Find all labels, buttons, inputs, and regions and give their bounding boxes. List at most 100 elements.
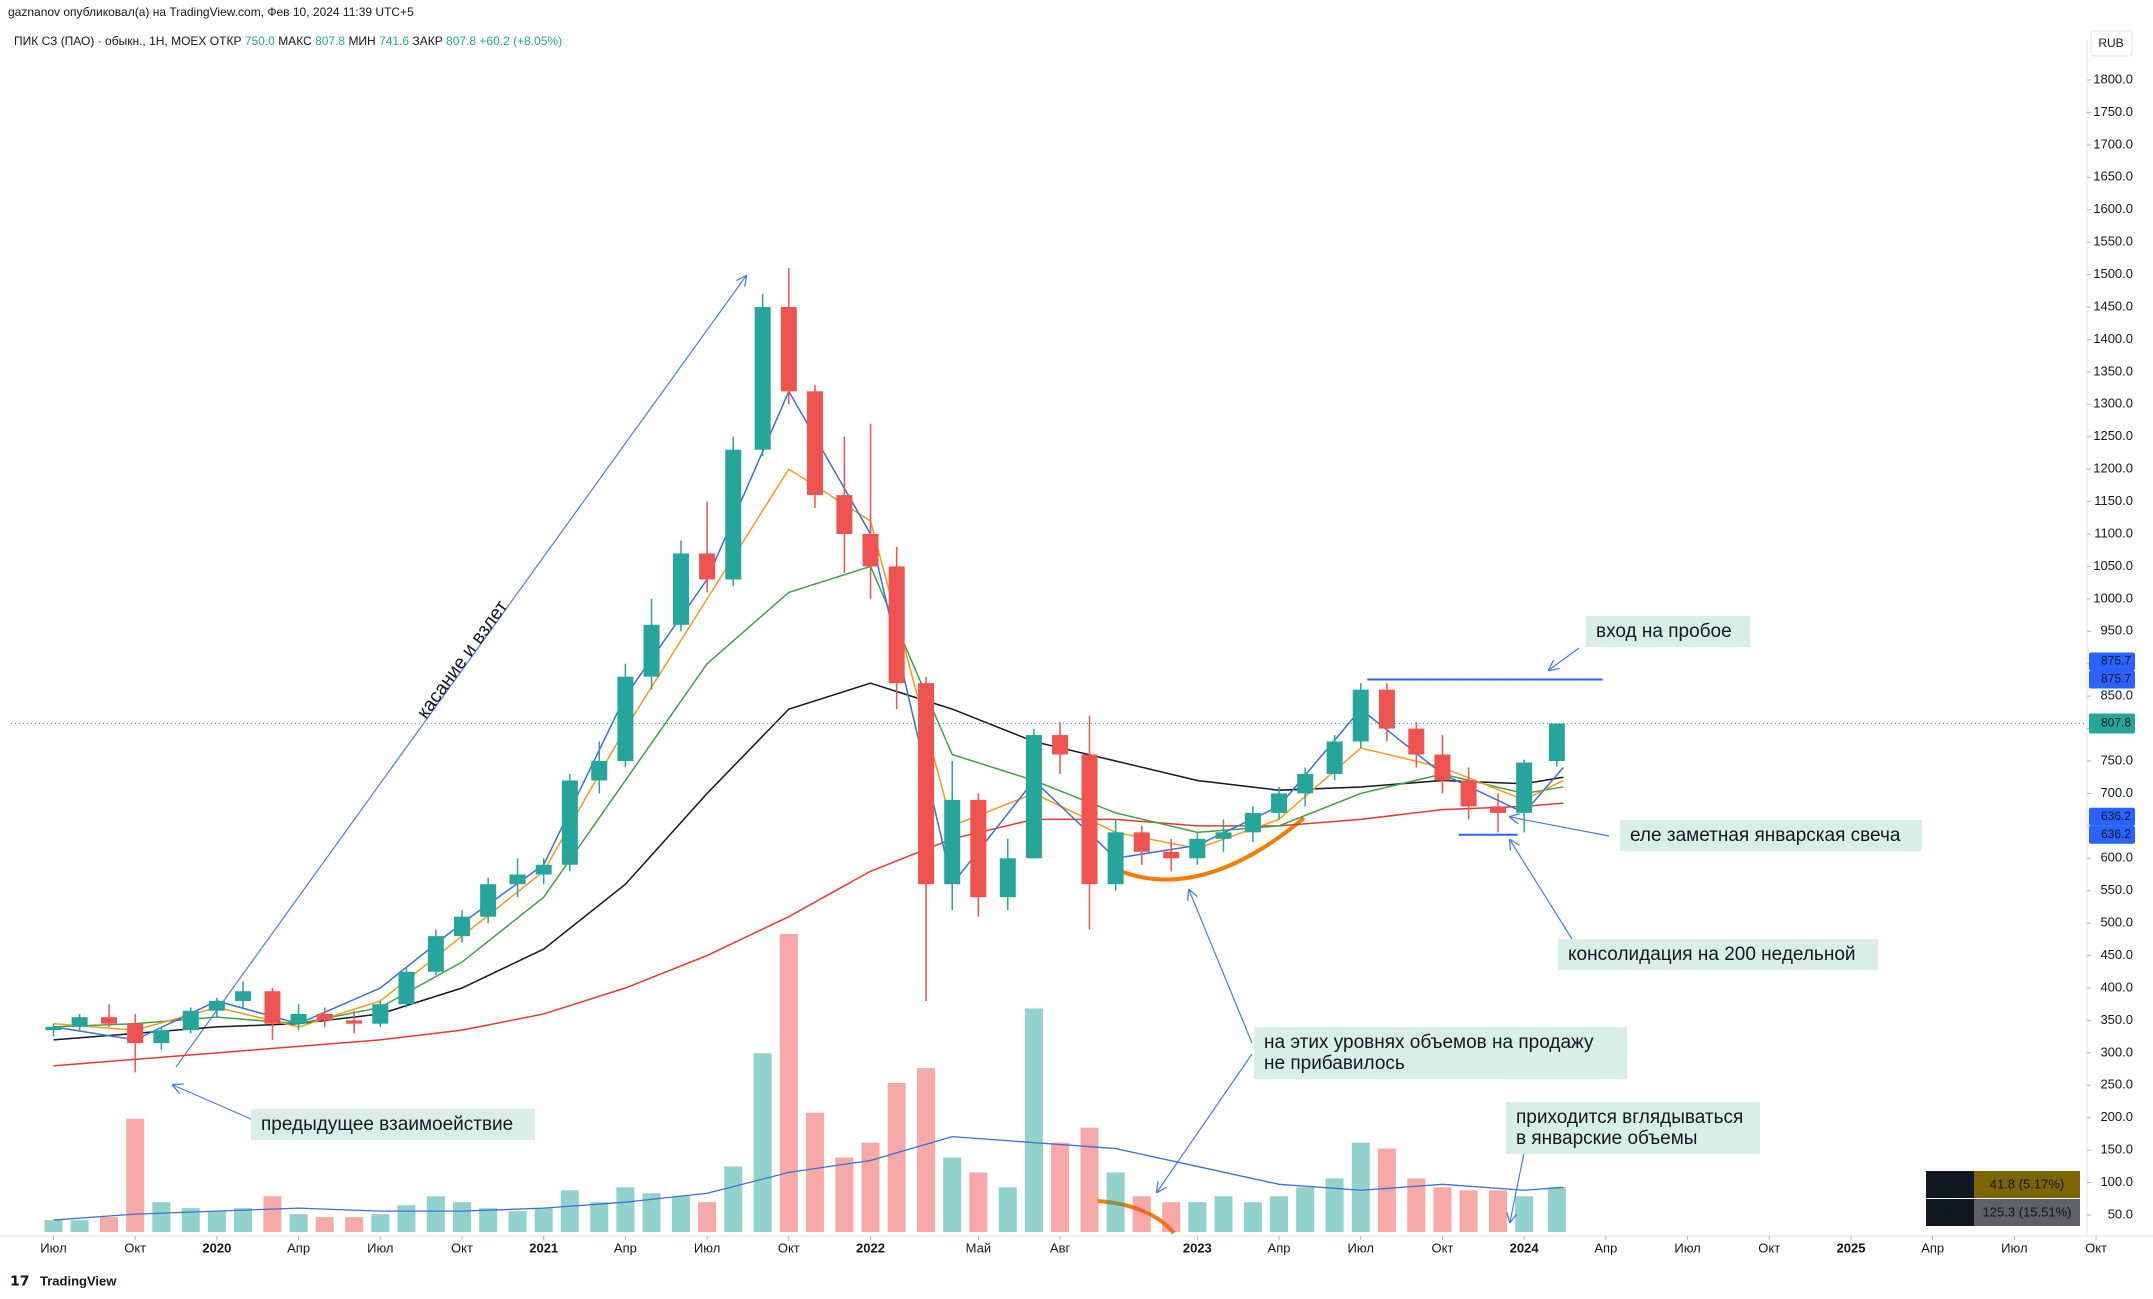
header-part: ПИК СЗ (ПАО) · обыкн., 1Н, MOEX	[14, 34, 206, 48]
y-tick-label: 700.0	[2100, 785, 2133, 800]
y-tick-label: 1800.0	[2093, 71, 2133, 86]
candle-body	[725, 449, 742, 580]
volume-bar	[70, 1220, 89, 1232]
y-tick-label: 1050.0	[2093, 558, 2133, 573]
candle-body	[672, 553, 689, 625]
level-tag-label: 636.2	[2101, 827, 2131, 841]
y-tick-label: 100.0	[2100, 1174, 2133, 1189]
y-tick-label: 250.0	[2100, 1077, 2133, 1092]
level-tag-label: 875.7	[2101, 654, 2131, 668]
atr-label: 3 ATR	[1932, 1204, 1967, 1219]
annotation-text: вход на пробое	[1596, 621, 1732, 642]
candle-body	[1081, 754, 1098, 885]
candle-body	[101, 1017, 118, 1024]
currency-button[interactable]	[2090, 30, 2133, 57]
moving-average	[53, 802, 1564, 1067]
header-part: 807.8	[446, 34, 476, 48]
header-part: МИН	[348, 34, 375, 48]
candle-body	[45, 1026, 62, 1031]
x-tick-label: Окт	[778, 1240, 800, 1255]
candle-body	[1326, 741, 1343, 774]
volume-bar	[998, 1187, 1017, 1232]
y-tick-label: 1200.0	[2093, 461, 2133, 476]
header-part: 741.6	[379, 34, 409, 48]
y-tick-label: 450.0	[2100, 947, 2133, 962]
candle-body	[1516, 762, 1533, 813]
x-tick-label: Окт	[1431, 1240, 1453, 1255]
volume-bar	[1377, 1148, 1396, 1232]
annotation-box	[1254, 1027, 1627, 1079]
header-part: ЗАКР	[412, 34, 442, 48]
candle-body	[999, 858, 1016, 898]
y-tick-label: 1150.0	[2094, 493, 2133, 508]
volume-bar	[1214, 1196, 1233, 1232]
candle-body	[970, 799, 987, 898]
candle-body	[1352, 689, 1369, 742]
volume-bar	[207, 1211, 226, 1232]
volume-bar	[560, 1190, 579, 1232]
volume-bar	[724, 1166, 743, 1232]
orange-arc	[1114, 816, 1306, 882]
volume-bar	[1132, 1196, 1151, 1232]
candle-body	[806, 391, 823, 496]
atr-label: 1 ATR	[1932, 1176, 1967, 1191]
candle-body	[1548, 723, 1565, 761]
x-tick-label: Авг	[1050, 1240, 1071, 1255]
currency-label: RUB	[2098, 36, 2123, 50]
candle-body	[862, 534, 879, 567]
volume-bar	[234, 1208, 253, 1232]
y-tick-label: 1650.0	[2093, 169, 2133, 184]
volume-bar	[371, 1214, 390, 1232]
y-tick-label: 550.0	[2100, 882, 2133, 897]
volume-bar	[479, 1208, 498, 1232]
volume-bar	[1407, 1178, 1426, 1232]
x-tick-label: 2023	[1183, 1240, 1212, 1255]
level-tag	[2089, 825, 2135, 844]
volume-bar	[1351, 1142, 1370, 1232]
header-part: 807.8	[315, 34, 345, 48]
x-tick-label: Июл	[1674, 1240, 1700, 1255]
y-tick-label: 1450.0	[2093, 298, 2133, 313]
annotation-text: на этих уровнях объемов на продажу	[1264, 1032, 1594, 1053]
x-tick-label: Июл	[694, 1240, 720, 1255]
volume-bar	[1433, 1187, 1452, 1232]
x-tick-label: 2025	[1837, 1240, 1866, 1255]
level-tag	[2089, 807, 2135, 826]
volume-bar	[698, 1202, 717, 1232]
y-tick-label: 1400.0	[2093, 331, 2133, 346]
volume-bar	[1270, 1196, 1289, 1232]
candle-body	[372, 1004, 389, 1024]
volume-bar	[943, 1157, 962, 1232]
footer-logo: TradingView	[40, 1273, 117, 1288]
y-tick-label: 500.0	[2100, 915, 2133, 930]
moving-average	[53, 565, 1564, 1028]
volume-bar	[152, 1202, 171, 1232]
publisher-line: gaznanov опубликовал(а) на TradingView.c…	[8, 5, 414, 19]
y-tick-label: 1500.0	[2093, 266, 2133, 281]
candle-body	[1378, 689, 1395, 729]
volume-bar	[1547, 1187, 1566, 1232]
volume-bar	[1024, 1008, 1043, 1232]
candle-body	[1163, 851, 1180, 859]
candle-body	[888, 566, 905, 684]
y-tick-label: 1100.0	[2094, 525, 2133, 540]
annotation-box	[1620, 820, 1922, 851]
volume-bar	[44, 1220, 63, 1232]
header-part: МАКС	[278, 34, 312, 48]
volume-bar	[671, 1196, 690, 1232]
atr-value: 125.3 (15.51%)	[1983, 1204, 2072, 1219]
x-tick-label: Окт	[124, 1240, 146, 1255]
x-tick-label: Июл	[367, 1240, 393, 1255]
x-tick-label: Апр	[287, 1240, 310, 1255]
candle-body	[780, 307, 797, 392]
candle-body	[535, 864, 552, 875]
y-tick-label: 200.0	[2100, 1109, 2133, 1124]
y-tick-label: 150.0	[2100, 1142, 2133, 1157]
x-tick-label: Июл	[1348, 1240, 1374, 1255]
volume-bar	[917, 1068, 936, 1232]
last-price-label: 807.8	[2101, 716, 2131, 730]
y-tick-label: 1750.0	[2093, 104, 2133, 119]
header-part: +60.2 (+8.05%)	[479, 34, 562, 48]
